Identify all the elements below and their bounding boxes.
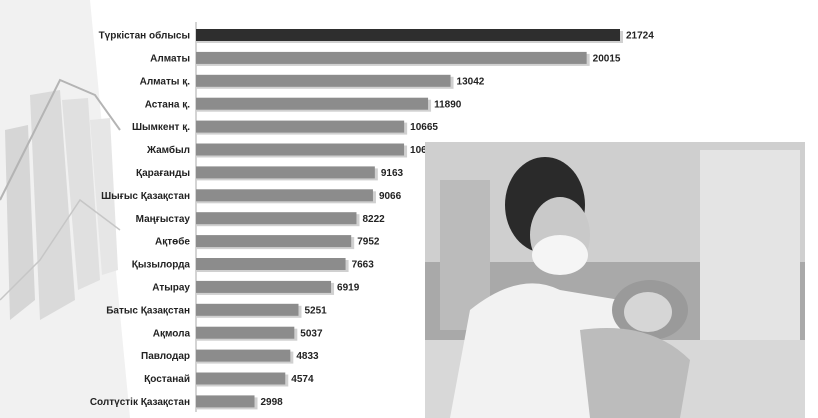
value-label: 21724 xyxy=(626,31,654,42)
value-label: 7952 xyxy=(357,237,380,248)
bar xyxy=(196,29,620,41)
category-label: Жамбыл xyxy=(146,144,190,156)
value-label: 4833 xyxy=(296,351,319,362)
value-label: 20015 xyxy=(593,54,621,65)
value-label: 2998 xyxy=(261,397,284,408)
value-label: 8222 xyxy=(362,214,385,225)
category-label: Ақтөбе xyxy=(155,236,190,248)
value-label: 9163 xyxy=(381,168,404,179)
bar xyxy=(196,327,294,339)
value-label: 6919 xyxy=(337,283,360,294)
background-graphic xyxy=(0,0,130,418)
bar xyxy=(196,98,428,110)
bar xyxy=(196,258,346,270)
value-label: 7663 xyxy=(352,260,375,271)
category-label: Шығыс Қазақстан xyxy=(101,191,190,202)
chart: Түркістан облысы 21724 Алматы 20015 Алматы қ… xyxy=(0,0,818,418)
value-label: 13042 xyxy=(457,76,485,87)
value-label: 5251 xyxy=(304,305,327,316)
bar xyxy=(196,212,356,224)
category-label: Шымкент қ. xyxy=(132,122,190,133)
category-label: Батыс Қазақстан xyxy=(106,305,190,316)
value-label: 11890 xyxy=(434,99,462,110)
bar xyxy=(196,235,351,247)
page: Түркістан облысы 21724 Алматы 20015 Алматы қ… xyxy=(0,0,818,418)
category-label: Қарағанды xyxy=(136,168,190,179)
category-label: Ақмола xyxy=(153,328,191,339)
value-label: 9066 xyxy=(379,191,402,202)
bar xyxy=(196,144,404,156)
bar xyxy=(196,52,587,64)
category-label: Атырау xyxy=(152,283,190,294)
value-label: 4574 xyxy=(291,374,314,385)
value-label: 5037 xyxy=(300,328,323,339)
bar xyxy=(196,304,298,316)
category-label: Астана қ. xyxy=(145,99,190,110)
category-label: Алматы xyxy=(150,54,190,65)
bar xyxy=(196,189,373,201)
bar xyxy=(196,373,285,385)
value-label: 10665 xyxy=(410,122,438,133)
bar xyxy=(196,395,255,407)
category-label: Солтүстік Қазақстан xyxy=(90,397,190,408)
bar xyxy=(196,281,331,293)
bar xyxy=(196,75,451,87)
bar xyxy=(196,350,290,362)
category-label: Алматы қ. xyxy=(140,76,191,87)
bar xyxy=(196,166,375,178)
bar xyxy=(196,121,404,133)
category-label: Қызылорда xyxy=(132,260,191,271)
category-label: Түркістан облысы xyxy=(99,30,190,42)
category-label: Павлодар xyxy=(141,351,190,362)
category-label: Қостанай xyxy=(144,374,190,385)
photo xyxy=(425,142,805,418)
category-label: Маңғыстау xyxy=(136,214,191,225)
